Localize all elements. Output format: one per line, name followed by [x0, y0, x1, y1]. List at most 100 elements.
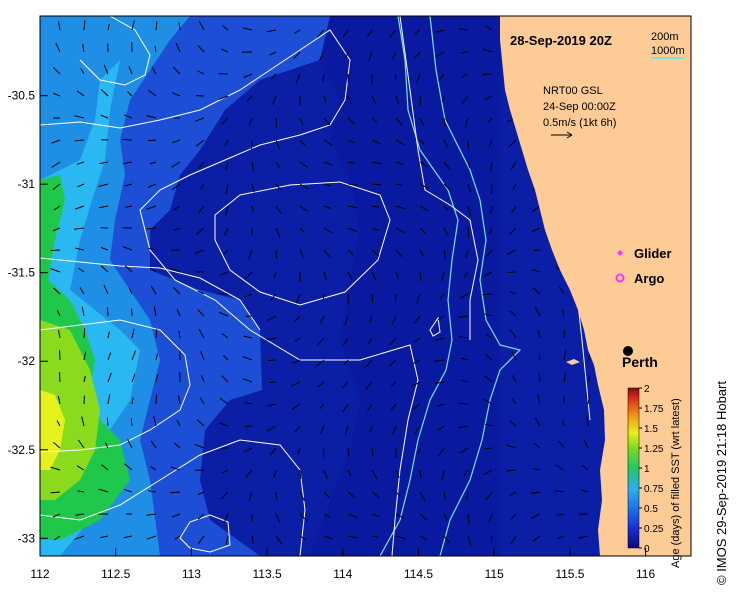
current-vector-arrow: [458, 425, 469, 429]
current-vector-arrow: [295, 73, 301, 84]
current-vector-arrow: [488, 513, 493, 523]
current-vector-arrow: [483, 469, 493, 476]
current-vector-arrow: [107, 372, 112, 383]
current-vector-arrow: [246, 95, 253, 102]
current-vector-arrow: [460, 73, 469, 79]
current-vector-arrow: [267, 403, 277, 407]
current-vector-arrow: [316, 29, 325, 38]
current-vector-arrow: [51, 161, 61, 168]
current-vector-arrow: [53, 205, 61, 211]
current-vector-arrow: [273, 271, 277, 278]
current-vectors: [50, 20, 592, 546]
current-vector-arrow: [395, 117, 403, 126]
current-vector-arrow: [199, 397, 205, 405]
current-vector-arrow: [437, 425, 445, 431]
current-vector-arrow: [558, 440, 565, 449]
current-vector-arrow: [269, 51, 277, 56]
current-vector-arrow: [100, 265, 109, 273]
current-vector-arrow: [103, 64, 109, 75]
colorbar-ticks: 0 0.25 0.5 0.75 1 1.25 1.5 1.75 2: [639, 384, 664, 555]
current-vector-arrow: [531, 227, 541, 232]
current-vector-arrow: [83, 351, 87, 361]
current-vector-arrow: [460, 447, 469, 454]
current-vector-arrow: [131, 397, 134, 405]
current-vector-arrow: [347, 447, 350, 457]
current-vector-arrow: [200, 375, 205, 383]
current-vector-arrow: [485, 25, 493, 31]
current-vector-arrow: [299, 513, 307, 521]
current-vector-arrow: [150, 267, 157, 273]
current-vector-arrow: [441, 469, 445, 480]
current-vector-arrow: [587, 395, 590, 405]
current-vector-arrow: [59, 372, 61, 383]
current-vector-arrow: [197, 290, 205, 295]
current-vector-arrow: [443, 491, 447, 501]
current-vector-arrow: [443, 139, 449, 150]
current-vector-arrow: [267, 359, 277, 361]
current-vector-arrow: [417, 447, 421, 455]
current-vector-arrow: [511, 398, 517, 405]
current-vector-arrow: [441, 95, 445, 103]
current-vector-arrow: [371, 161, 382, 165]
colorbar-tick-label: 0.5: [644, 504, 658, 515]
current-vector-arrow: [80, 68, 85, 75]
current-vector-arrow: [347, 249, 354, 255]
current-vector-arrow: [52, 513, 61, 518]
current-vector-arrow: [467, 161, 471, 168]
current-vector-arrow: [488, 139, 493, 148]
current-vector-arrow: [244, 293, 253, 298]
current-vector-arrow: [395, 95, 400, 105]
argo-legend-label: Argo: [634, 271, 664, 286]
current-vector-arrow: [171, 513, 181, 518]
current-vector-arrow: [107, 331, 110, 339]
current-vector-arrow: [275, 183, 282, 191]
current-vector-arrow: [106, 417, 109, 427]
x-tick-label: 116: [636, 567, 655, 581]
current-vector-arrow: [98, 183, 109, 188]
current-vector-arrow: [194, 117, 205, 122]
current-vector-arrow: [131, 20, 135, 31]
current-vector-arrow: [275, 139, 280, 149]
current-vector-arrow: [419, 117, 425, 126]
ssh-contour-10: [429, 316, 441, 337]
current-vector-arrow: [510, 535, 517, 545]
current-vector-arrow: [76, 90, 85, 97]
ssh-contour-8: [399, 16, 479, 340]
current-vector-arrow: [243, 73, 253, 78]
current-vector-arrow: [123, 114, 133, 119]
current-vector-arrow: [419, 271, 422, 282]
y-axis: -30.5 -31 -31.5 -32 -32.5 -33: [8, 89, 48, 545]
current-vector-arrow: [434, 359, 445, 362]
current-vector-arrow: [489, 161, 493, 172]
current-vector-arrow: [419, 227, 426, 234]
ssh-contour-2: [40, 29, 419, 556]
current-vector-arrow: [419, 95, 422, 106]
current-vector-arrow: [467, 535, 472, 546]
current-vector-arrow: [438, 73, 445, 82]
current-vector-arrow: [275, 535, 283, 545]
current-vector-arrow: [127, 91, 133, 97]
current-vector-arrow: [290, 381, 301, 387]
current-vector-arrow: [487, 117, 493, 124]
colorbar-tick-label: 1.5: [644, 424, 658, 435]
current-vector-arrow: [275, 491, 278, 500]
current-vector-arrow: [483, 398, 493, 405]
current-vector-arrow: [347, 161, 355, 164]
current-vector-arrow: [77, 183, 85, 188]
credit-text: © IMOS 29-Sep-2019 21:18 Hobart: [714, 381, 729, 585]
current-vector-arrow: [413, 315, 421, 324]
current-vector-arrow: [413, 359, 421, 364]
ssh-contour-7: [79, 16, 151, 86]
current-vector-arrow: [270, 293, 277, 301]
current-vector-arrow: [485, 491, 493, 501]
current-vector-arrow: [323, 249, 331, 259]
current-vector-arrow: [171, 161, 181, 168]
current-vector-arrow: [83, 20, 86, 31]
current-vector-arrow: [51, 139, 61, 144]
current-vector-arrow: [295, 293, 301, 304]
current-vector-arrow: [221, 332, 229, 339]
current-vector-arrow: [562, 309, 565, 317]
current-vector-arrow: [365, 381, 373, 390]
current-vector-arrow: [411, 403, 421, 411]
current-vector-arrow: [242, 356, 253, 361]
